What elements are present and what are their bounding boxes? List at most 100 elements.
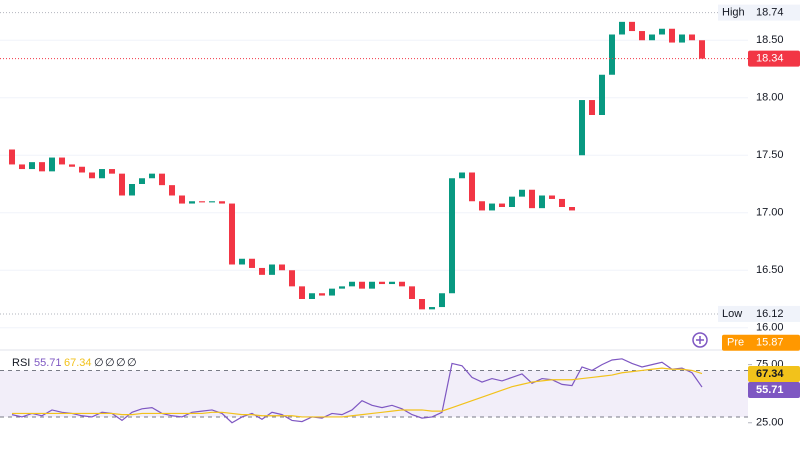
candle-body: [439, 293, 445, 308]
y-tick-label: 16.00: [756, 322, 784, 334]
candle-body: [499, 203, 505, 207]
candle-body: [159, 173, 165, 186]
candle-body: [409, 286, 415, 299]
y-tick-label: 18.50: [756, 34, 784, 46]
candle-body: [519, 189, 525, 197]
candle-body: [249, 258, 255, 268]
last-price-value: 18.34: [756, 53, 784, 65]
y-tick-label: 17.50: [756, 149, 784, 161]
candle-body: [429, 307, 435, 310]
y-tick-label: 16.50: [756, 264, 784, 276]
pre-badge: [722, 334, 800, 351]
candle-body: [189, 201, 195, 204]
high-label: High: [722, 7, 745, 19]
candle-body: [259, 267, 265, 275]
low-badge: [718, 305, 800, 322]
candle-body: [599, 74, 605, 115]
candle-body: [39, 162, 45, 172]
candle-body: [659, 28, 665, 35]
candle-body: [9, 149, 15, 165]
candle-body: [59, 157, 65, 165]
legend-placeholder: ∅: [105, 357, 115, 369]
value-badge: [748, 366, 800, 382]
candle-body: [569, 207, 575, 211]
candle-body: [219, 201, 225, 204]
candle-body: [539, 195, 545, 209]
candle-body: [589, 100, 595, 115]
candle-body: [559, 198, 565, 207]
candle-body: [359, 281, 365, 289]
add-icon[interactable]: [692, 332, 708, 348]
indicator-title: RSI: [12, 357, 30, 369]
candle-body: [689, 34, 695, 41]
value-badge-label: 55.71: [756, 384, 784, 396]
candle-body: [679, 34, 685, 43]
candle-body: [339, 286, 345, 289]
candle-body: [649, 34, 655, 41]
candle-body: [379, 281, 385, 285]
candle-body: [149, 173, 155, 179]
legend-placeholder: ∅: [94, 357, 104, 369]
candle-body: [119, 173, 125, 196]
candle-body: [279, 264, 285, 271]
candle-body: [349, 281, 355, 287]
candle-body: [489, 203, 495, 211]
candle-body: [49, 157, 55, 172]
candle-body: [269, 264, 275, 275]
candle-body: [209, 201, 215, 203]
candle-body: [329, 288, 335, 296]
candle-body: [29, 162, 35, 170]
candle-body: [459, 172, 465, 179]
legend-value: 55.71: [34, 357, 62, 369]
rsi-line: [12, 367, 703, 418]
add-icon-plus: [696, 336, 704, 344]
high-value: 18.74: [756, 7, 784, 19]
candle-body: [309, 293, 315, 299]
candle-body: [89, 172, 95, 179]
candle-body: [529, 189, 535, 209]
candle-body: [579, 100, 585, 156]
candle-body: [69, 164, 75, 167]
candle-body: [179, 195, 185, 204]
candle-body: [639, 31, 645, 41]
candle-body: [699, 40, 705, 59]
candle-body: [289, 270, 295, 287]
value-badge-label: 67.34: [756, 368, 784, 380]
candle-body: [399, 281, 405, 287]
candle-body: [629, 21, 635, 32]
pre-value: 15.87: [756, 337, 784, 349]
candle-body: [469, 172, 475, 202]
legend-placeholder: ∅: [116, 357, 126, 369]
candle-body: [199, 201, 205, 203]
candle-body: [229, 203, 235, 265]
low-label: Low: [722, 308, 742, 320]
candle-body: [389, 281, 395, 285]
pre-label: Pre: [727, 337, 744, 349]
y-tick-label: 25.00: [756, 417, 784, 429]
legend-placeholder: ∅: [127, 357, 137, 369]
candle-body: [79, 166, 85, 173]
candle-body: [449, 178, 455, 294]
candle-body: [129, 184, 135, 196]
candle-body: [619, 21, 625, 35]
y-tick-label: 18.00: [756, 92, 784, 104]
candle-body: [169, 185, 175, 196]
y-tick-label: 17.00: [756, 207, 784, 219]
candle-body: [509, 196, 515, 207]
candle-body: [609, 34, 615, 75]
legend-value: 67.34: [64, 357, 92, 369]
rsi-line: [11, 358, 703, 424]
candle-body: [19, 164, 25, 170]
candle-body: [479, 201, 485, 211]
last-price-badge: [748, 50, 800, 67]
candle-body: [669, 28, 675, 43]
candle-body: [99, 169, 105, 179]
candle-body: [109, 169, 115, 174]
candle-body: [299, 286, 305, 299]
candle-body: [239, 258, 245, 265]
candle-body: [419, 299, 425, 310]
high-badge: [718, 4, 800, 21]
